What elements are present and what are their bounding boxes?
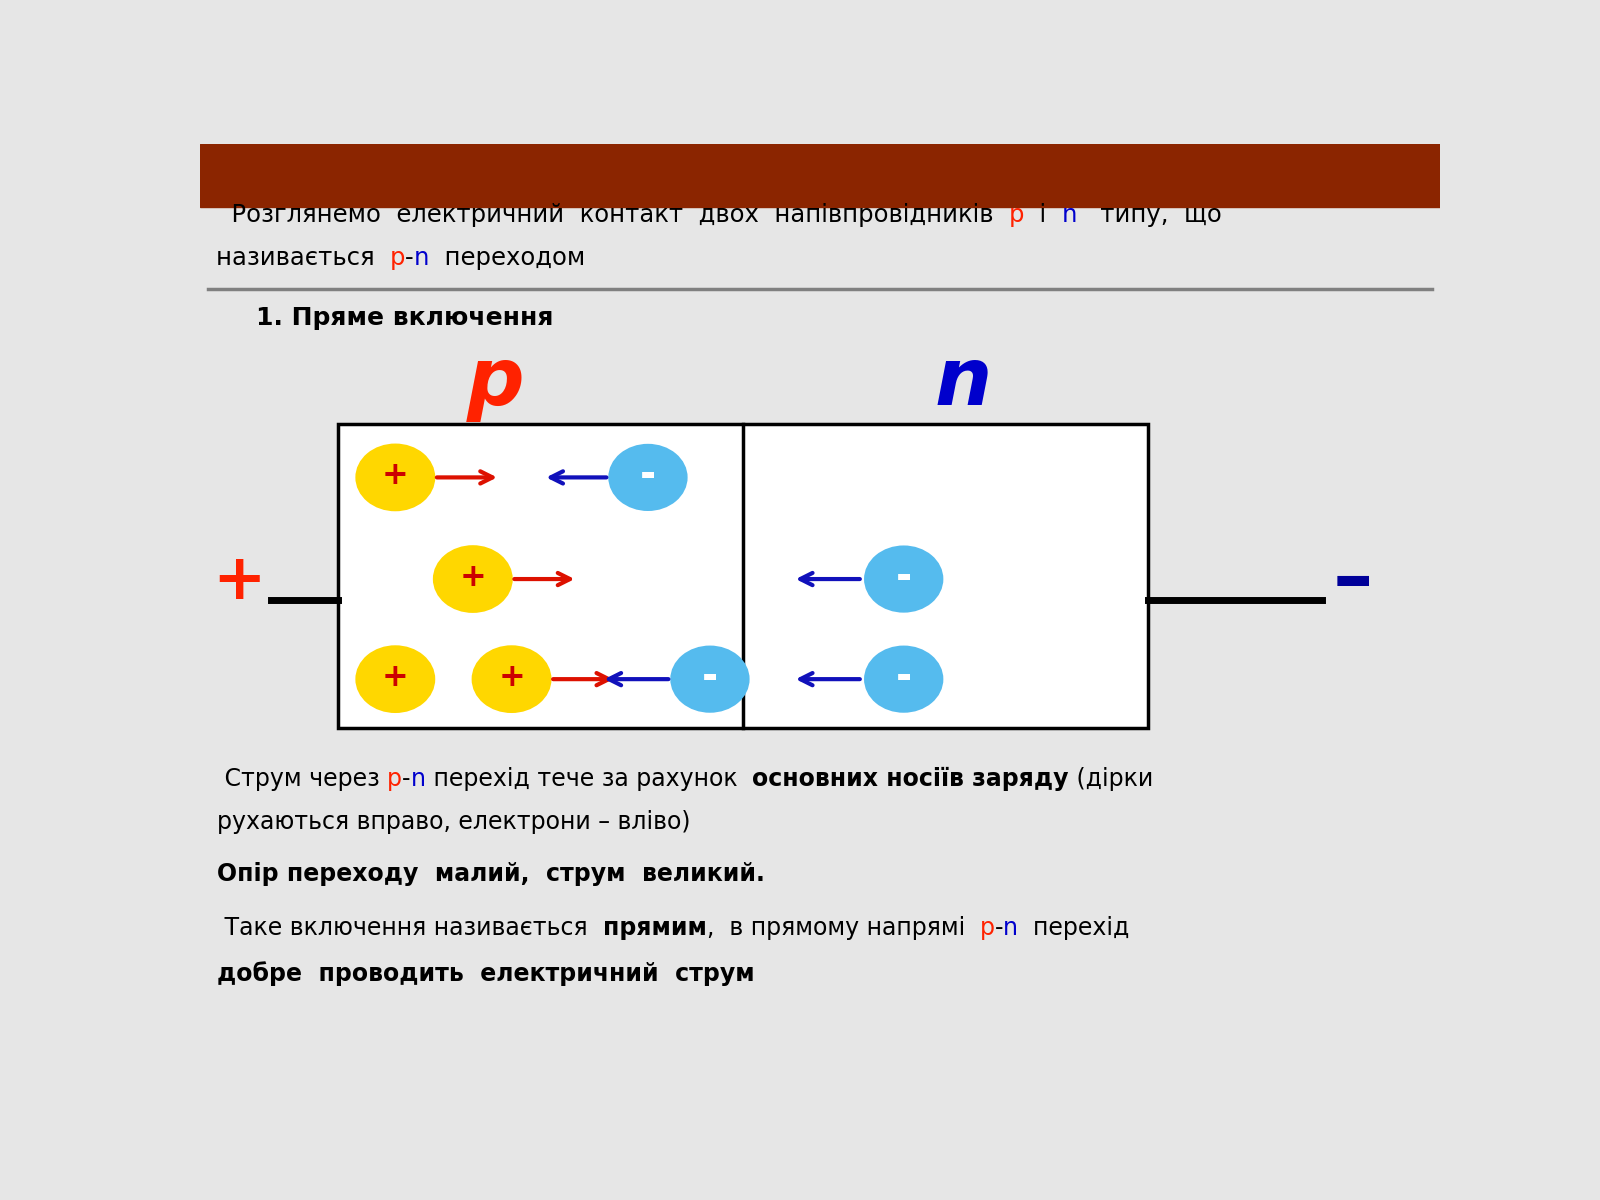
Text: n: n — [411, 767, 426, 791]
Text: переходом: переходом — [429, 246, 586, 270]
Text: +: + — [498, 662, 525, 694]
Text: -: - — [995, 916, 1003, 940]
Text: і: і — [1024, 203, 1062, 227]
Text: n: n — [414, 246, 429, 270]
Text: (дірки: (дірки — [1069, 767, 1154, 791]
Text: p: p — [390, 246, 405, 270]
Text: перехід тече за рахунок: перехід тече за рахунок — [426, 767, 752, 791]
Text: Розглянемо  електричний  контакт  двох  напівпровідників: Розглянемо електричний контакт двох напі… — [216, 203, 1008, 227]
Text: Опір переходу  малий,  струм  великий.: Опір переходу малий, струм великий. — [218, 862, 765, 886]
Text: -: - — [402, 767, 411, 791]
Text: Таке включення називається: Таке включення називається — [218, 916, 603, 940]
Text: -: - — [896, 659, 912, 697]
Text: -: - — [702, 659, 718, 697]
Ellipse shape — [866, 547, 942, 611]
Text: 1. Пряме включення: 1. Пряме включення — [256, 306, 554, 330]
Ellipse shape — [672, 647, 749, 712]
Text: n: n — [1003, 916, 1018, 940]
Text: -: - — [896, 558, 912, 596]
Text: p: p — [387, 767, 402, 791]
Text: ,  в прямому напрямі: , в прямому напрямі — [707, 916, 979, 940]
Text: основних носіїв заряду: основних носіїв заряду — [752, 767, 1069, 791]
Text: n: n — [1062, 203, 1077, 227]
Ellipse shape — [474, 647, 550, 712]
Bar — [200, 144, 1440, 208]
Text: Струм через: Струм через — [218, 767, 387, 791]
Bar — [338, 424, 1147, 727]
Text: типу,  що: типу, що — [1077, 203, 1222, 227]
Text: рухаються вправо, електрони – вліво): рухаються вправо, електрони – вліво) — [218, 810, 691, 834]
Ellipse shape — [610, 445, 686, 510]
Text: n: n — [934, 343, 992, 421]
Text: p: p — [979, 916, 995, 940]
Text: -: - — [640, 457, 656, 494]
Text: p: p — [467, 343, 525, 421]
Ellipse shape — [866, 647, 942, 712]
Text: –: – — [1333, 542, 1373, 620]
Ellipse shape — [434, 547, 512, 611]
Text: +: + — [382, 461, 408, 491]
Text: -: - — [405, 246, 414, 270]
Text: перехід: перехід — [1018, 916, 1130, 940]
Text: +: + — [382, 662, 408, 694]
Text: добре  проводить  електричний  струм: добре проводить електричний струм — [218, 961, 755, 986]
Text: +: + — [211, 551, 266, 612]
Text: +: + — [459, 562, 486, 593]
Text: прямим: прямим — [603, 916, 707, 940]
Ellipse shape — [357, 445, 434, 510]
Text: називається: називається — [216, 246, 390, 270]
Ellipse shape — [357, 647, 434, 712]
Text: p: p — [1008, 203, 1024, 227]
